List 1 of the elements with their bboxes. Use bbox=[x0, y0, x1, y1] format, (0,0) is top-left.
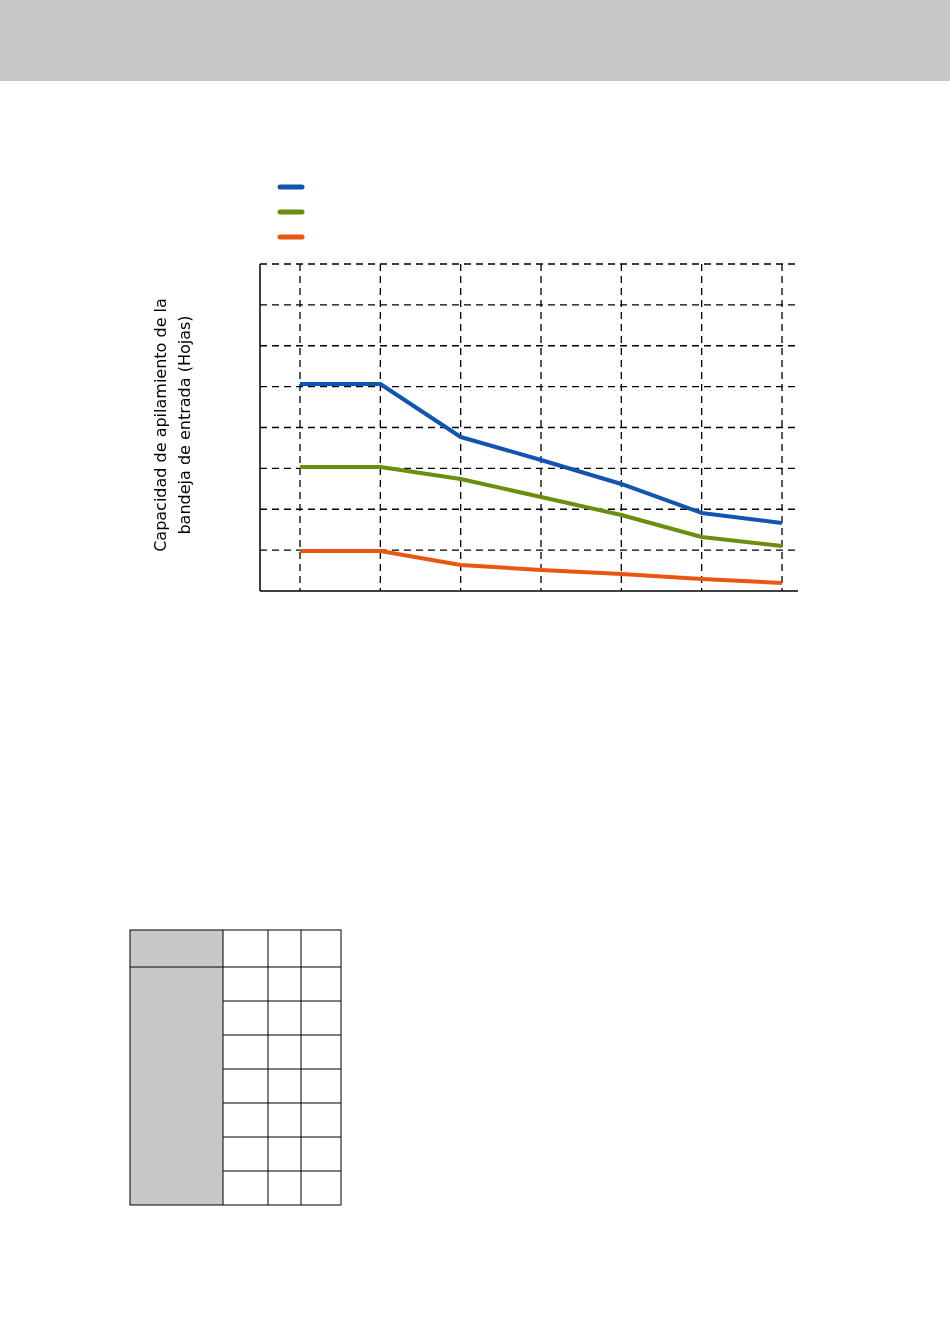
y-axis-title: Capacidad de apilamiento de la bandeja de entrada (Hojas) bbox=[151, 298, 194, 552]
